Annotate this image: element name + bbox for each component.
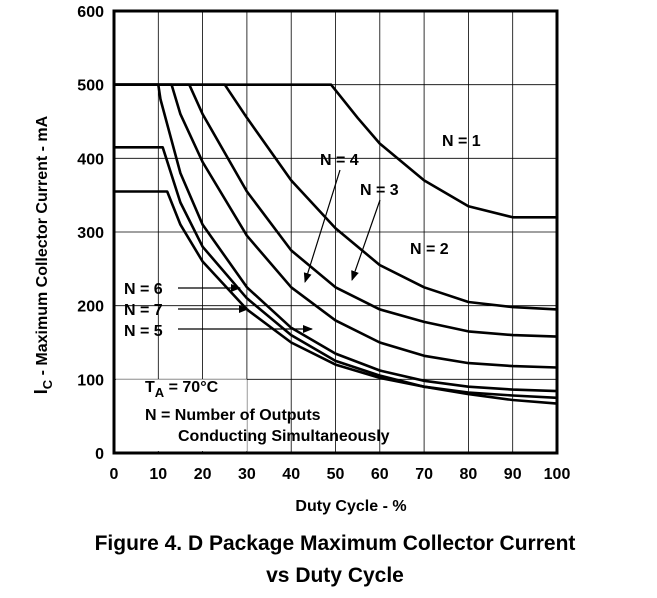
series-line (114, 83, 558, 369)
x-tick-label: 40 (282, 466, 300, 483)
x-tick-label: 30 (238, 466, 256, 483)
y-axis-label: IC - Maximum Collector Current - mA (31, 115, 55, 394)
y-tick-label: 0 (95, 446, 104, 463)
figure-caption-line-1: Figure 4. D Package Maximum Collector Cu… (95, 532, 576, 555)
x-tick-label: 60 (371, 466, 389, 483)
x-axis-label: Duty Cycle - % (295, 498, 406, 515)
arrow-n3 (351, 199, 381, 281)
y-tick-label: 600 (77, 4, 104, 21)
x-tick-label: 100 (544, 466, 571, 483)
label-n1: N = 1 (442, 133, 481, 150)
series-line (114, 83, 557, 219)
x-tick-label: 70 (415, 466, 433, 483)
plot-frame (112, 9, 559, 455)
series-line (114, 83, 558, 338)
series-line (114, 83, 558, 393)
figure-caption-line-2: vs Duty Cycle (266, 564, 404, 587)
x-tick-label: 80 (460, 466, 478, 483)
y-tick-label: 400 (77, 151, 104, 168)
x-tick-labels: 0 10 20 30 40 50 60 70 80 90 100 (110, 466, 571, 483)
label-n7: N = 7 (124, 302, 163, 319)
label-n6: N = 6 (124, 281, 163, 298)
series-line (114, 83, 558, 311)
grid (114, 11, 557, 453)
y-tick-label: 100 (77, 372, 104, 389)
x-tick-label: 10 (149, 466, 167, 483)
note-line-1: N = Number of Outputs (145, 407, 321, 424)
label-n5: N = 5 (124, 323, 163, 340)
series-line (114, 146, 558, 405)
label-n2: N = 2 (410, 241, 449, 258)
series-lines (114, 83, 558, 405)
temperature-label: TA = 70°C (145, 379, 219, 400)
y-tick-label: 300 (77, 225, 104, 242)
note-line-2: Conducting Simultaneously (178, 428, 390, 445)
series-line (114, 190, 558, 400)
label-n4: N = 4 (320, 152, 359, 169)
x-tick-label: 50 (327, 466, 345, 483)
y-tick-label: 500 (77, 78, 104, 95)
annotation-panel (116, 379, 247, 451)
arrow-n4 (303, 169, 341, 283)
x-tick-label: 20 (194, 466, 212, 483)
y-tick-label: 200 (77, 299, 104, 316)
y-tick-labels: 0 100 200 300 400 500 600 (77, 4, 104, 463)
x-tick-label: 90 (504, 466, 522, 483)
label-n3: N = 3 (360, 182, 399, 199)
x-tick-label: 0 (110, 466, 119, 483)
